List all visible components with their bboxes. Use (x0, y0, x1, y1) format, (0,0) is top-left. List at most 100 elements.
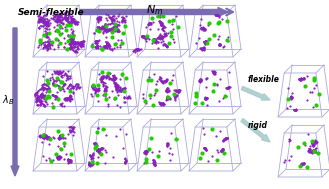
Point (74, 41, 79, 44)
Point (111, 81, 116, 84)
Point (142, 36, 147, 39)
Point (91, 152, 96, 155)
Point (59, 104, 64, 107)
Point (161, 80, 166, 83)
Point (34, 100, 39, 103)
Point (102, 149, 107, 152)
Point (38, 24, 43, 27)
Point (93, 90, 98, 93)
Point (153, 38, 158, 41)
Point (48, 42, 54, 45)
Point (225, 86, 231, 89)
Point (44, 23, 49, 26)
Point (224, 86, 229, 89)
Point (316, 152, 321, 155)
Point (214, 13, 219, 16)
Point (44, 34, 49, 37)
Point (213, 13, 218, 16)
Point (114, 84, 119, 88)
Point (122, 97, 127, 100)
Point (68, 43, 73, 46)
Point (45, 43, 50, 46)
Point (38, 16, 43, 19)
Point (287, 96, 292, 99)
Point (67, 161, 72, 164)
Point (161, 102, 166, 105)
Point (46, 40, 51, 43)
Point (164, 90, 169, 93)
Point (216, 20, 222, 23)
Point (311, 143, 316, 146)
Point (143, 101, 148, 105)
Point (52, 137, 57, 140)
Point (163, 45, 168, 48)
Point (47, 95, 52, 98)
Point (66, 43, 72, 46)
Point (301, 162, 306, 165)
Point (66, 159, 72, 162)
Point (96, 87, 102, 90)
Point (302, 85, 307, 88)
Point (111, 19, 116, 22)
Point (221, 148, 226, 151)
Point (302, 77, 307, 80)
Point (300, 77, 305, 80)
Point (132, 50, 137, 53)
Point (222, 137, 228, 140)
Point (98, 81, 104, 84)
Point (54, 18, 60, 21)
Point (60, 22, 65, 25)
Point (151, 37, 156, 40)
Point (202, 40, 208, 43)
Point (214, 14, 219, 17)
Point (299, 162, 304, 165)
Point (68, 45, 73, 48)
Point (194, 92, 199, 95)
Point (88, 154, 93, 157)
Point (58, 155, 63, 158)
Point (164, 45, 170, 48)
Point (90, 162, 95, 165)
Point (91, 32, 96, 35)
Point (94, 40, 99, 43)
Point (47, 76, 52, 79)
Point (144, 151, 149, 154)
Point (216, 14, 221, 17)
Point (164, 44, 169, 47)
Point (67, 22, 73, 25)
Point (305, 165, 310, 168)
Point (44, 135, 49, 138)
Text: rigid: rigid (248, 121, 268, 130)
Point (292, 108, 297, 111)
Point (63, 19, 69, 22)
Point (54, 156, 60, 159)
Point (97, 17, 102, 20)
Point (158, 21, 164, 24)
Point (51, 95, 57, 98)
Point (106, 28, 112, 31)
Point (122, 25, 127, 28)
Point (66, 160, 71, 163)
Point (37, 135, 42, 138)
Point (111, 18, 116, 21)
Point (203, 40, 209, 43)
Point (108, 48, 113, 51)
Point (203, 96, 208, 99)
Point (53, 19, 58, 22)
Point (166, 42, 172, 45)
Point (160, 102, 165, 105)
Point (63, 79, 69, 82)
Point (61, 104, 66, 107)
Point (95, 18, 100, 21)
Point (39, 102, 44, 105)
Point (42, 94, 48, 97)
Point (206, 21, 211, 24)
Point (56, 29, 61, 33)
Point (198, 27, 203, 30)
Point (119, 73, 125, 76)
Point (74, 41, 79, 44)
Point (58, 15, 63, 19)
Point (57, 136, 62, 139)
Point (202, 40, 207, 43)
Point (175, 138, 180, 141)
